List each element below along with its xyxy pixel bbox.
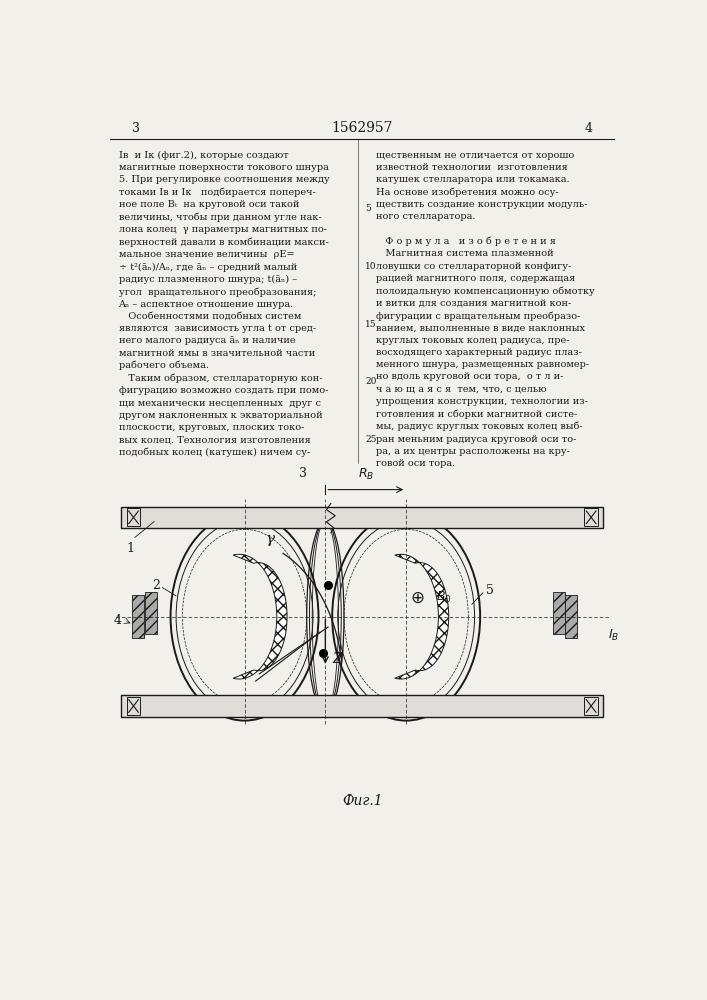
Text: Фиг.1: Фиг.1 <box>342 794 382 808</box>
Bar <box>122 695 604 717</box>
Bar <box>584 508 598 526</box>
Polygon shape <box>395 554 449 679</box>
Text: 10: 10 <box>365 262 377 271</box>
Bar <box>127 508 141 526</box>
Bar <box>145 592 157 634</box>
Text: 5: 5 <box>365 204 371 213</box>
Text: 15: 15 <box>365 320 377 329</box>
Text: 4: 4 <box>113 614 122 627</box>
Text: 3: 3 <box>132 122 140 135</box>
Bar <box>584 697 598 715</box>
Bar <box>127 697 141 715</box>
Text: 2: 2 <box>152 579 160 592</box>
Text: щественным не отличается от хорошо
известной технологии  изготовления
катушек ст: щественным не отличается от хорошо извес… <box>376 151 595 468</box>
Text: γ: γ <box>266 532 275 546</box>
Bar <box>553 592 565 634</box>
Text: Z: Z <box>332 652 341 666</box>
Text: $B_0$: $B_0$ <box>436 590 452 605</box>
Text: 3: 3 <box>300 467 308 480</box>
Text: ⊕: ⊕ <box>410 588 424 606</box>
Text: 1: 1 <box>127 542 135 555</box>
Text: Iв  и Iк (фиг.2), которые создают
магнитные поверхности токового шнура
5. При ре: Iв и Iк (фиг.2), которые создают магнитн… <box>119 151 329 457</box>
Polygon shape <box>233 554 287 679</box>
Text: 4: 4 <box>585 122 592 135</box>
Bar <box>132 595 144 638</box>
Text: 1562957: 1562957 <box>332 121 393 135</box>
Text: $R_B$: $R_B$ <box>358 467 374 482</box>
Bar <box>122 507 604 528</box>
Text: 5: 5 <box>486 584 493 597</box>
Bar <box>565 595 577 638</box>
Text: $I_B$: $I_B$ <box>608 628 619 643</box>
Text: 20: 20 <box>365 377 376 386</box>
Text: 25: 25 <box>365 435 377 444</box>
